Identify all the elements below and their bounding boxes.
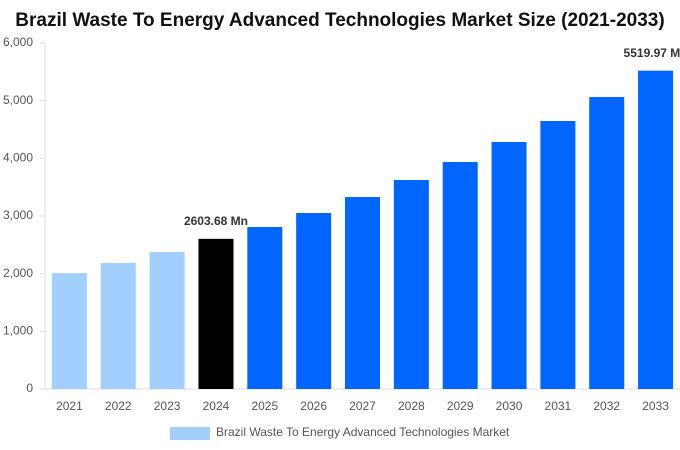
x-tick-label: 2021 — [56, 399, 83, 413]
legend-label: Brazil Waste To Energy Advanced Technolo… — [216, 425, 510, 439]
y-tick-label: 1,000 — [3, 324, 33, 338]
x-tick-label: 2023 — [154, 399, 181, 413]
bar — [540, 121, 576, 389]
x-tick-label: 2022 — [105, 399, 132, 413]
bar — [100, 262, 136, 389]
value-label: 5519.97 Mn — [624, 46, 680, 60]
bar — [51, 273, 87, 389]
x-tick-label: 2027 — [349, 399, 376, 413]
x-tick-label: 2032 — [593, 399, 620, 413]
bar — [589, 97, 625, 390]
value-label: 2603.68 Mn — [184, 214, 248, 228]
y-tick-label: 5,000 — [3, 93, 33, 107]
x-tick-label: 2028 — [398, 399, 425, 413]
bar — [393, 180, 429, 389]
y-tick-label: 6,000 — [3, 35, 33, 49]
y-tick-label: 0 — [26, 381, 33, 395]
x-tick-label: 2025 — [251, 399, 278, 413]
bar — [296, 213, 332, 389]
x-tick-label: 2026 — [300, 399, 327, 413]
bar — [491, 142, 527, 389]
x-tick-label: 2024 — [203, 399, 230, 413]
y-tick-label: 3,000 — [3, 208, 33, 222]
x-tick-label: 2030 — [496, 399, 523, 413]
bar — [442, 162, 478, 389]
x-tick-label: 2033 — [642, 399, 669, 413]
x-tick-label: 2029 — [447, 399, 474, 413]
y-tick-label: 2,000 — [3, 266, 33, 280]
bar — [638, 70, 674, 389]
y-tick-label: 4,000 — [3, 151, 33, 165]
bar — [198, 238, 234, 389]
x-tick-label: 2031 — [545, 399, 572, 413]
bar — [345, 197, 380, 389]
chart-title: Brazil Waste To Energy Advanced Technolo… — [15, 10, 664, 31]
legend-swatch — [170, 427, 210, 440]
bar — [247, 227, 283, 389]
bar — [149, 251, 185, 389]
